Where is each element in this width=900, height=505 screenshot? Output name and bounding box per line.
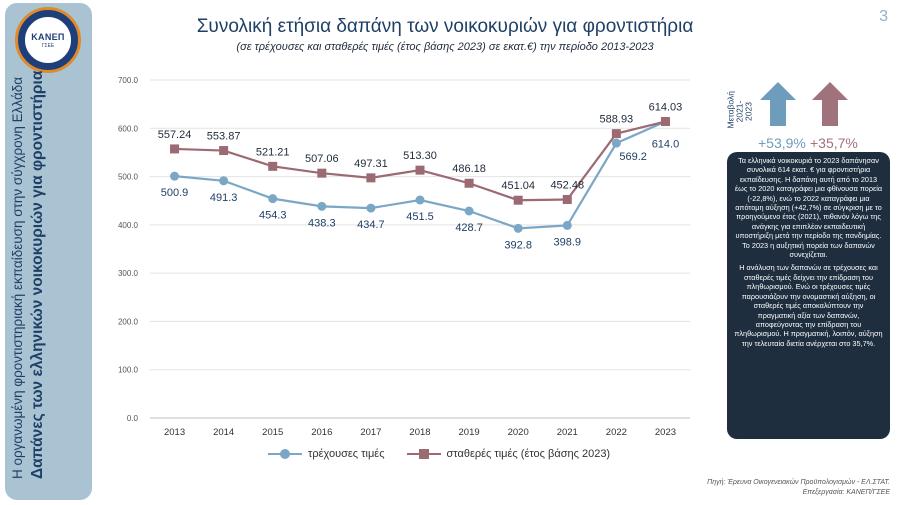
change-constant-block: +35,7% <box>810 80 858 151</box>
legend-swatch-constant <box>406 449 441 459</box>
data-label-current: 398.9 <box>554 236 582 248</box>
data-label-constant: 497.31 <box>354 158 388 170</box>
change-current-block: +53,9% <box>758 80 806 151</box>
kanep-logo: ΚΑΝΕΠ ΓΣΕΕ <box>15 7 81 73</box>
processing-line: Επεξεργασία: ΚΑΝΕΠ/ΓΣΕΕ <box>802 489 890 496</box>
data-label-constant: 507.06 <box>305 153 339 165</box>
point-current <box>366 203 376 213</box>
sidebar-panel: ΚΑΝΕΠ ΓΣΕΕ Η οργανωμένη φροντιστηριακή ε… <box>5 3 92 500</box>
point-constant <box>464 178 474 188</box>
chart-subtitle: (σε τρέχουσες και σταθερές τιμές (έτος β… <box>236 41 654 53</box>
y-tick-label: 0.0 <box>127 414 139 423</box>
legend-item-current: τρέχουσες τιμές <box>268 448 385 460</box>
x-tick-label: 2015 <box>262 427 283 438</box>
x-tick-label: 2022 <box>606 427 627 438</box>
data-label-constant: 553.87 <box>207 131 241 143</box>
point-constant <box>660 117 670 127</box>
y-tick-label: 500.0 <box>118 173 139 182</box>
source-note: Πηγή: Έρευνα Οικογενειακών Προϋπολογισμώ… <box>707 478 890 498</box>
y-tick-label: 400.0 <box>118 221 139 230</box>
data-label-constant: 513.30 <box>403 150 437 162</box>
change-current-pct: +53,9% <box>758 135 806 151</box>
logo-subtext: ΓΣΕΕ <box>41 42 55 49</box>
x-tick-label: 2013 <box>164 427 185 438</box>
data-label-current: 434.7 <box>357 219 385 231</box>
legend-item-constant: σταθερές τιμές (έτος βάσης 2023) <box>406 448 611 460</box>
data-label-constant: 557.24 <box>158 129 192 141</box>
point-constant <box>562 195 572 205</box>
data-label-constant: 521.21 <box>256 146 290 158</box>
data-label-current: 491.3 <box>210 192 238 204</box>
page-number: 3 <box>879 8 888 25</box>
data-label-current: 454.3 <box>259 210 287 222</box>
y-tick-label: 600.0 <box>118 124 139 133</box>
point-constant <box>513 195 523 205</box>
data-label-current: 392.8 <box>504 239 532 251</box>
x-tick-label: 2020 <box>508 427 529 438</box>
point-current <box>170 171 180 181</box>
point-current <box>611 138 621 148</box>
chart-legend: τρέχουσες τιμές σταθερές τιμές (έτος βάσ… <box>268 448 610 460</box>
arrow-up-current-icon <box>760 82 796 126</box>
point-constant <box>219 146 229 156</box>
data-label-current: 428.7 <box>455 222 483 234</box>
logo-text: ΚΑΝΕΠ <box>31 31 65 42</box>
y-tick-label: 100.0 <box>118 366 139 375</box>
change-period-label: Μεταβολή 2021-2023 <box>725 91 754 129</box>
source-line: Πηγή: Έρευνα Οικογενειακών Προϋπολογισμώ… <box>707 479 890 486</box>
data-label-constant: 614.03 <box>649 102 683 114</box>
point-constant <box>317 168 327 178</box>
data-label-current: 438.3 <box>308 217 336 229</box>
x-tick-label: 2018 <box>409 427 430 438</box>
data-label-constant: 486.18 <box>452 163 486 175</box>
data-label-current: 500.9 <box>161 187 189 199</box>
point-current <box>513 223 523 233</box>
x-tick-label: 2021 <box>557 427 578 438</box>
y-tick-label: 300.0 <box>118 269 139 278</box>
data-label-current: 614.0 <box>652 139 680 151</box>
point-current <box>317 201 327 211</box>
x-tick-label: 2019 <box>459 427 480 438</box>
data-label-constant: 451.04 <box>501 180 535 192</box>
x-tick-label: 2014 <box>213 427 234 438</box>
chart-title: Συνολική ετήσια δαπάνη των νοικοκυριών γ… <box>196 16 694 37</box>
legend-label-current: τρέχουσες τιμές <box>308 448 385 460</box>
x-tick-label: 2023 <box>655 427 676 438</box>
data-label-current: 451.5 <box>406 211 434 223</box>
point-current <box>464 206 474 216</box>
data-label-constant: 452.48 <box>550 180 584 192</box>
y-tick-label: 700.0 <box>118 76 139 85</box>
point-constant <box>268 161 278 171</box>
point-constant <box>366 173 376 183</box>
point-constant <box>415 165 425 175</box>
arrow-up-constant-icon <box>812 82 848 126</box>
data-label-constant: 588.93 <box>600 114 634 126</box>
change-constant-pct: +35,7% <box>810 135 858 151</box>
point-current <box>415 195 425 205</box>
point-current <box>219 176 229 186</box>
legend-label-constant: σταθερές τιμές (έτος βάσης 2023) <box>446 448 611 460</box>
x-tick-label: 2017 <box>360 427 381 438</box>
point-current <box>268 194 278 204</box>
logo-inner: ΚΑΝΕΠ ΓΣΕΕ <box>23 15 73 65</box>
legend-swatch-current <box>268 449 302 459</box>
x-tick-label: 2016 <box>311 427 332 438</box>
info-box: Τα ελληνικά νοικοκυριά το 2023 δαπάνησαν… <box>727 152 890 439</box>
point-constant <box>611 129 621 139</box>
info-paragraph-2: Η ανάλυση των δαπανών σε τρέχουσες και σ… <box>734 263 883 348</box>
point-constant <box>170 144 180 154</box>
y-tick-label: 200.0 <box>118 317 139 326</box>
info-paragraph-1: Τα ελληνικά νοικοκυριά το 2023 δαπάνησαν… <box>734 156 883 260</box>
data-label-current: 569.2 <box>619 151 647 163</box>
point-current <box>562 220 572 230</box>
